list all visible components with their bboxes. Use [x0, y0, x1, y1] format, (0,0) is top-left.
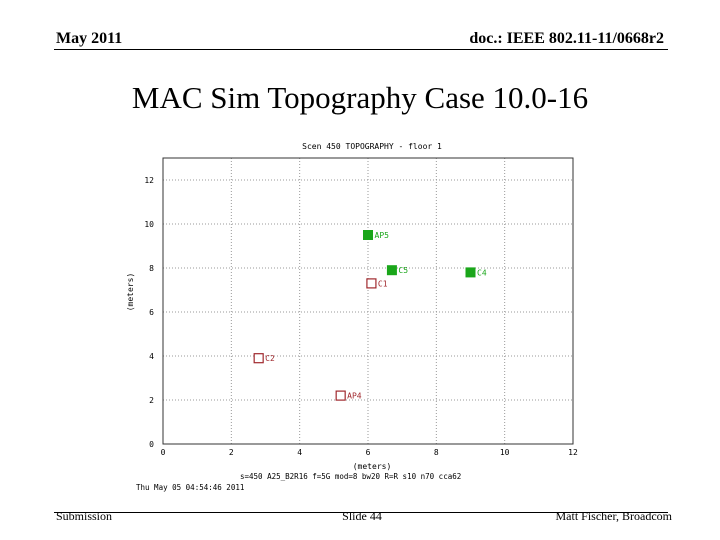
point-label-ap4: AP4 [347, 392, 362, 401]
footer-slide-number: Slide 44 [342, 509, 382, 523]
point-label-c1: C1 [378, 279, 388, 288]
point-ap4 [335, 390, 346, 401]
tick-labels: 0 2 4 6 8 10 12 0 2 4 6 8 10 12 [144, 176, 578, 457]
x-axis-label: (meters) [353, 462, 392, 471]
x-tick-label: 4 [297, 448, 302, 457]
point-ap5 [363, 230, 373, 240]
y-tick-label: 8 [149, 264, 154, 273]
info-line-1: s=450 A25_B2R16 f=5G mod=8 bw20 R=R s10 … [240, 472, 461, 481]
y-axis-label: (meters) [126, 273, 135, 312]
info-line-2: Thu May 05 04:54:46 2011 [136, 483, 244, 492]
x-tick-label: 12 [568, 448, 578, 457]
x-tick-label: 6 [366, 448, 371, 457]
point-label-ap5: AP5 [375, 231, 390, 240]
footer-rule [54, 512, 668, 513]
x-tick-label: 0 [161, 448, 166, 457]
grid-layer [163, 158, 573, 444]
point-c2 [253, 353, 264, 364]
point-c5 [386, 265, 397, 276]
header-doc-id: doc.: IEEE 802.11-11/0668r2 [469, 30, 664, 47]
point-label-c5: C5 [398, 266, 408, 275]
x-tick-label: 8 [434, 448, 439, 457]
data-points: AP5 C5 C4 C1 C2 AP4 [253, 230, 487, 401]
y-tick-label: 4 [149, 352, 154, 361]
footer-submission: Submission [56, 509, 113, 523]
x-tick-label: 2 [229, 448, 234, 457]
header-date: May 2011 [56, 30, 123, 47]
y-tick-label: 12 [144, 176, 154, 185]
header-rule [54, 49, 668, 50]
slide-title: MAC Sim Topography Case 10.0-16 [131, 80, 589, 115]
footer-author: Matt Fischer, Broadcom [555, 509, 673, 523]
chart-title: Scen 450 TOPOGRAPHY - floor 1 [302, 142, 442, 151]
point-c1 [366, 278, 377, 289]
point-c4 [465, 267, 476, 278]
point-label-c4: C4 [477, 268, 487, 277]
y-tick-label: 10 [144, 220, 154, 229]
point-label-c2: C2 [265, 354, 275, 363]
plot-frame [162, 157, 574, 445]
y-tick-label: 0 [149, 440, 154, 449]
y-tick-label: 6 [149, 308, 154, 317]
y-tick-label: 2 [149, 396, 154, 405]
x-tick-label: 10 [500, 448, 510, 457]
